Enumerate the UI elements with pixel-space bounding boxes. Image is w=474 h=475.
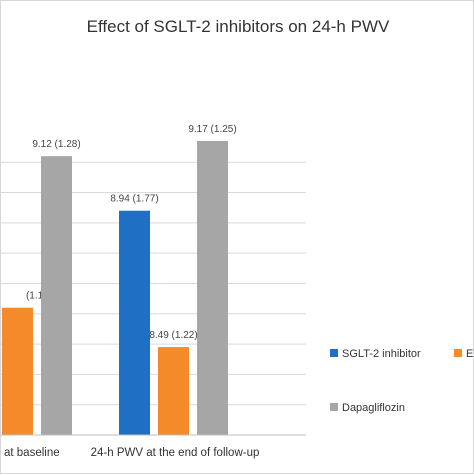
legend-label: SGLT-2 inhibitor [342, 348, 421, 360]
data-label: (1.14) [26, 291, 52, 302]
data-label: 8.94 (1.77) [110, 194, 158, 205]
chart-title: Effect of SGLT-2 inhibitors on 24-h PWV [86, 17, 390, 36]
legend-swatch [330, 349, 338, 357]
legend-label: Dapagliflozin [342, 402, 405, 414]
x-tick-label: 24-h PWV at the end of follow-up [91, 447, 260, 459]
legend-swatch [454, 349, 462, 357]
data-label: 9.12 (1.28) [32, 139, 80, 150]
bar-sglt-2-inhibitor [119, 210, 150, 435]
data-label: 8.49 (1.22) [149, 330, 197, 341]
data-label: 9.17 (1.25) [188, 124, 236, 135]
bar-dapagliflozin [41, 156, 72, 435]
legend-swatch [330, 403, 338, 411]
bar-empagliflozin [2, 307, 33, 435]
bar-empagliflozin [158, 347, 189, 435]
bar-dapagliflozin [197, 141, 228, 435]
x-tick-label: 24-h PWV at baseline [1, 447, 60, 459]
legend-label: Empagliflozin [466, 348, 474, 360]
